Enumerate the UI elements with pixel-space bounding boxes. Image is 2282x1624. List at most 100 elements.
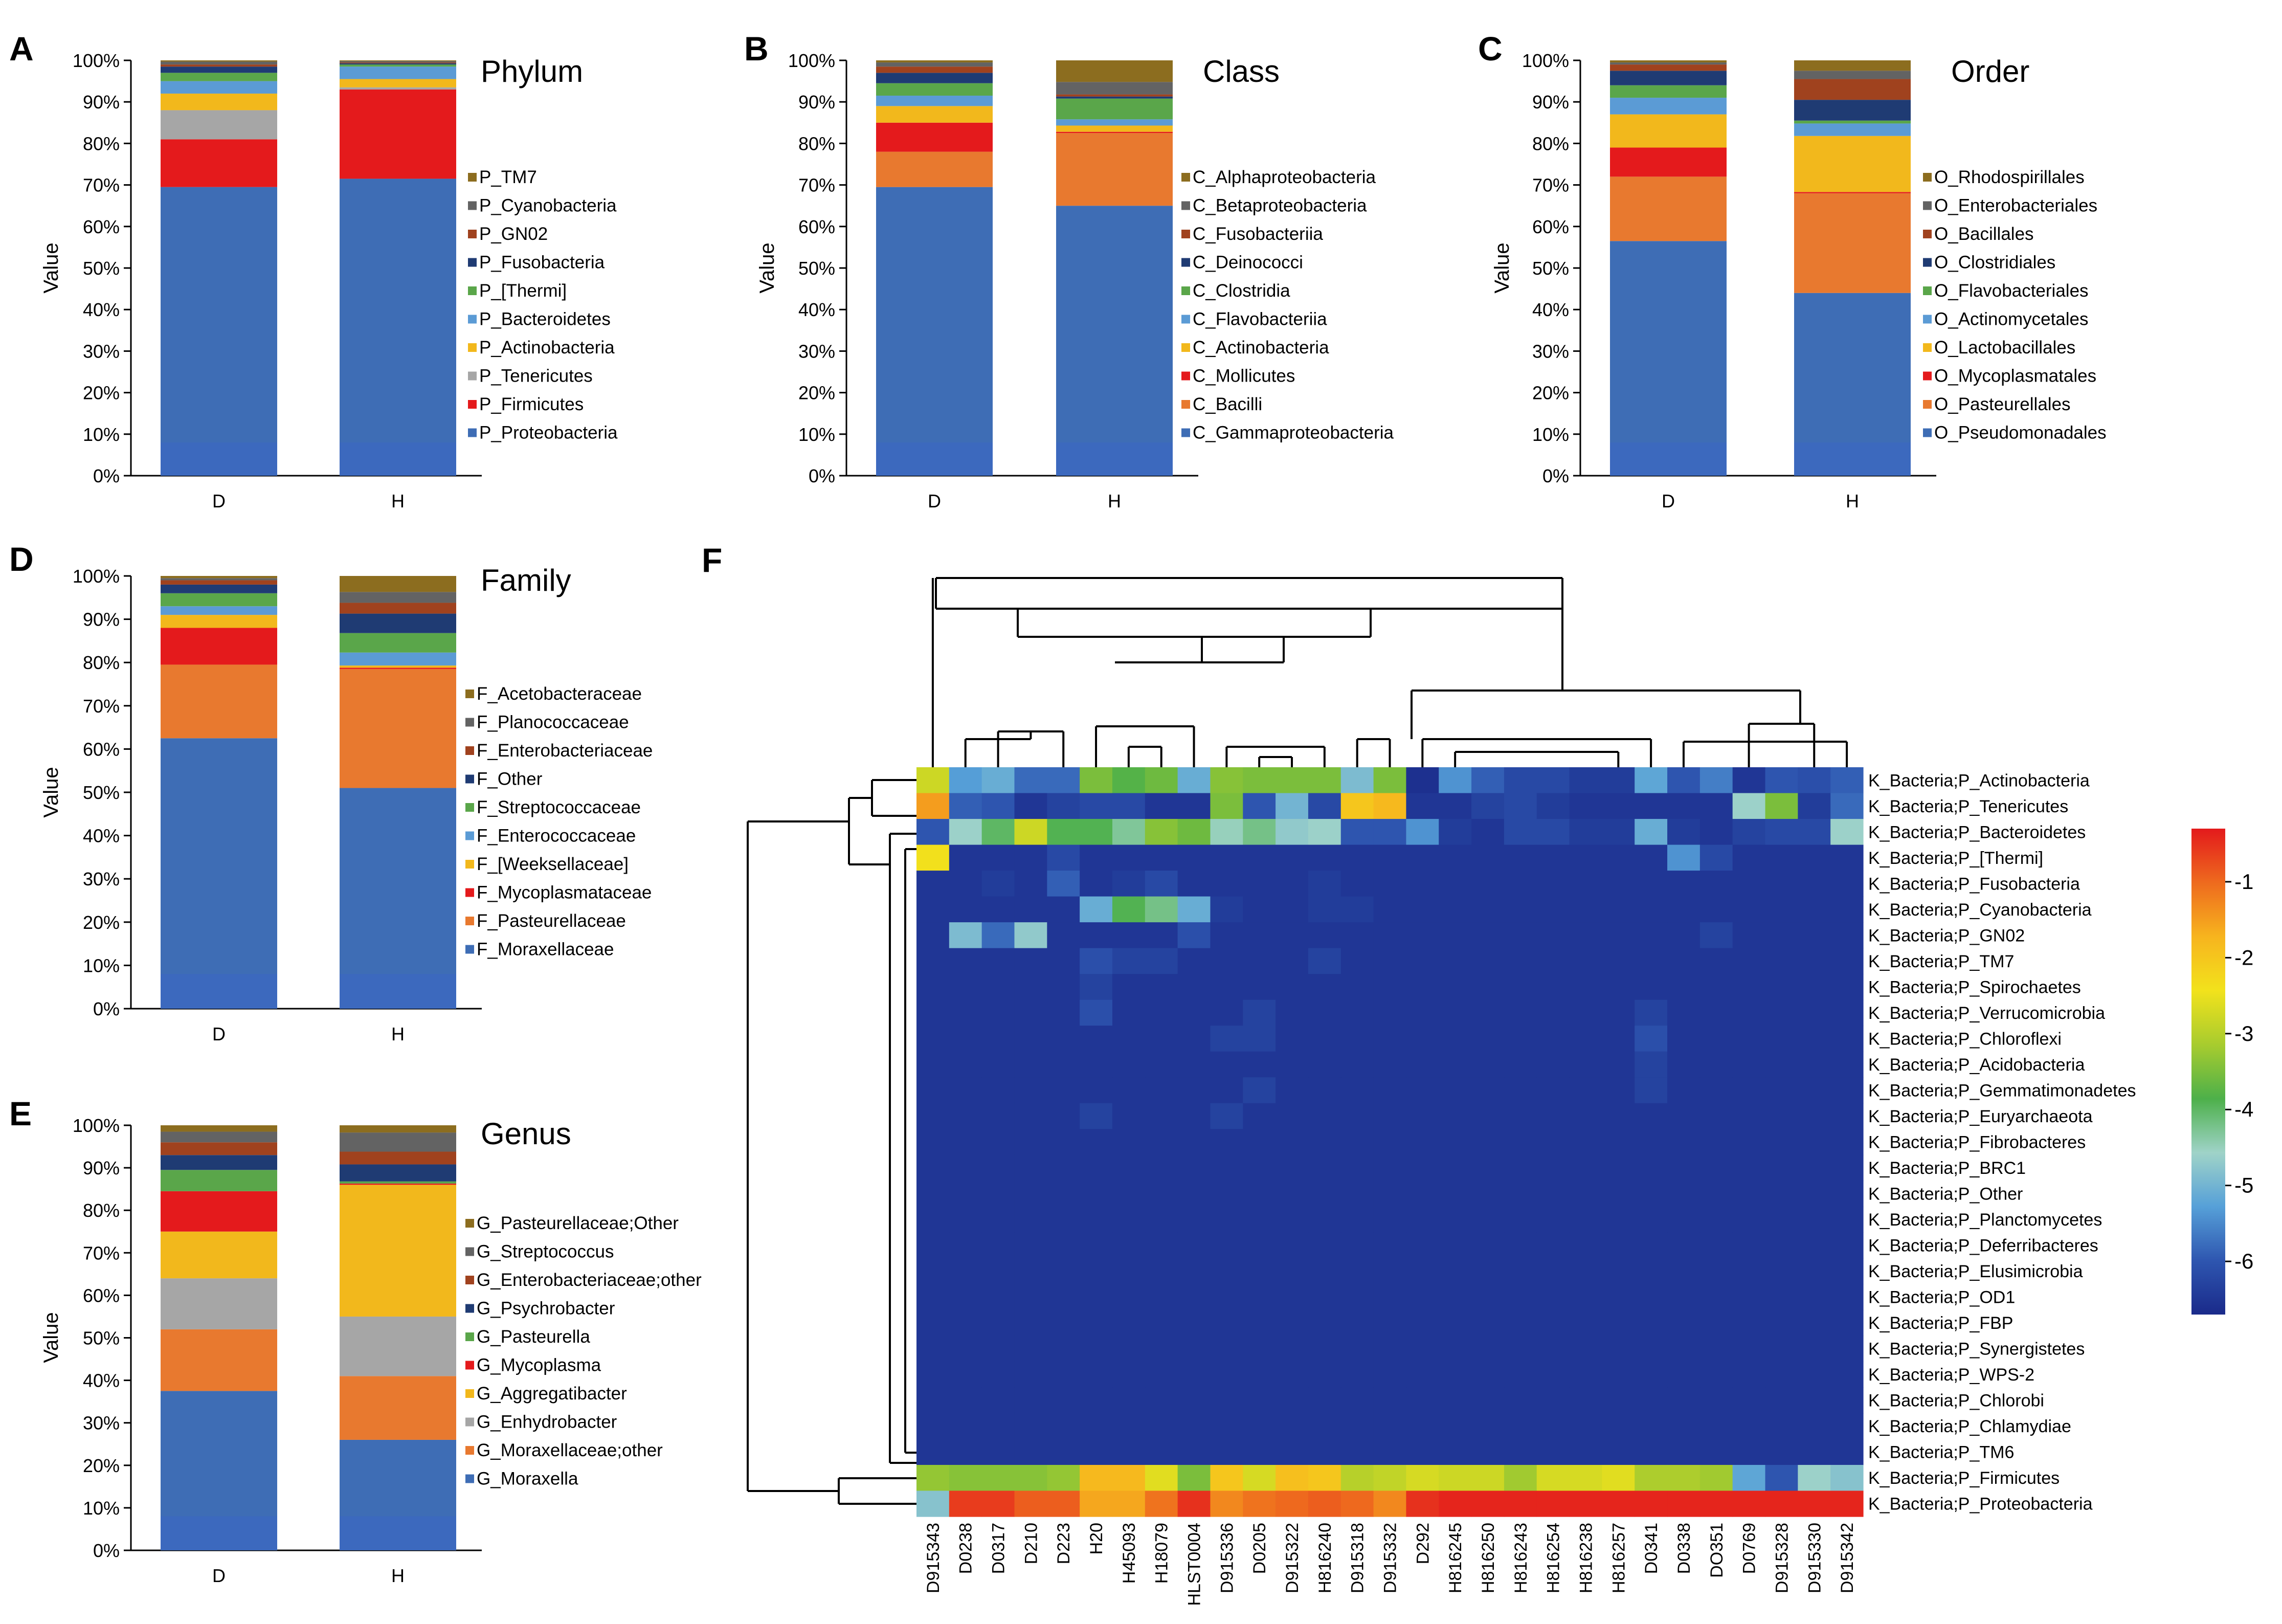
heatmap-row-label: K_Bacteria;P_Spirochaetes (1868, 977, 2081, 997)
heatmap-cell (949, 1336, 982, 1362)
heatmap-cell (1276, 999, 1309, 1026)
bar-segment-D-P_GN02 (161, 64, 277, 67)
heatmap-cell (1504, 1258, 1537, 1284)
heatmap-cell (1504, 1051, 1537, 1078)
heatmap-cell (1830, 1439, 1864, 1465)
heatmap-cell (1504, 974, 1537, 1000)
heatmap-cell (1439, 1464, 1472, 1492)
heatmap-cell (1210, 1309, 1243, 1336)
heatmap-cell (1276, 1387, 1309, 1414)
heatmap-cell (1210, 974, 1243, 1000)
y-tick-label: 70% (83, 175, 120, 196)
heatmap-cell (1210, 1077, 1243, 1104)
heatmap-cell (1765, 871, 1798, 897)
heatmap-cell (1471, 1077, 1505, 1104)
legend-swatch (468, 286, 477, 295)
heatmap-cell (1536, 819, 1570, 846)
heatmap-cell (1504, 922, 1537, 949)
heatmap-cell (916, 999, 950, 1026)
heatmap-cell (1602, 844, 1635, 871)
heatmap-cell (981, 1051, 1015, 1078)
bar-segment-H-O_Bacillales (1794, 79, 1911, 100)
heatmap-cell (1177, 1336, 1211, 1362)
heatmap-cell (1471, 844, 1505, 871)
y-tick-label: 50% (798, 258, 835, 279)
heatmap-cell (1732, 1361, 1766, 1388)
heatmap-column-label: D0317 (989, 1523, 1009, 1574)
legend-swatch (1181, 428, 1190, 437)
heatmap-cell (1439, 819, 1472, 846)
heatmap-cell (1373, 1026, 1407, 1052)
legend-swatch (1923, 173, 1932, 182)
heatmap-cell (1145, 1232, 1178, 1259)
heatmap-column-label: D915318 (1348, 1523, 1368, 1593)
heatmap-cell (1145, 1361, 1178, 1388)
heatmap-cell (1340, 1464, 1374, 1492)
heatmap-cell (1080, 974, 1113, 1000)
y-tick-label: 70% (798, 175, 835, 196)
heatmap-cell (1308, 896, 1341, 923)
heatmap-cell (1830, 999, 1864, 1026)
heatmap-cell (1667, 1284, 1701, 1310)
heatmap-cell (1798, 1387, 1831, 1414)
legend-swatch (465, 1389, 474, 1398)
heatmap-cell (1276, 1181, 1309, 1207)
heatmap-cell (1798, 1154, 1831, 1181)
heatmap-cell (1145, 1413, 1178, 1440)
heatmap-cell (1177, 1103, 1211, 1129)
heatmap-cell (1340, 1232, 1374, 1259)
heatmap-cell (1276, 1439, 1309, 1465)
heatmap-cell (1047, 999, 1080, 1026)
heatmap-cell (1569, 1309, 1602, 1336)
heatmap-cell (1145, 1051, 1178, 1078)
heatmap-cell (1112, 1103, 1146, 1129)
heatmap-cell (1569, 1103, 1602, 1129)
heatmap-cell (1765, 922, 1798, 949)
y-tick-label: 100% (73, 1115, 120, 1136)
heatmap-cell (1276, 1490, 1309, 1517)
heatmap-cell (1536, 871, 1570, 897)
heatmap-cell (916, 948, 950, 974)
legend-swatch (465, 1304, 474, 1313)
heatmap-cell (1504, 1206, 1537, 1233)
heatmap-cell (1276, 871, 1309, 897)
heatmap-cell (1373, 1181, 1407, 1207)
heatmap-cell (1308, 1258, 1341, 1284)
heatmap-cell (1765, 1439, 1798, 1465)
heatmap-cell (1014, 1490, 1047, 1517)
legend-label: G_Moraxella (477, 1469, 578, 1489)
heatmap-cell (1145, 1129, 1178, 1155)
legend-swatch (1923, 230, 1932, 238)
heatmap-row-label: K_Bacteria;P_Chlorobi (1868, 1391, 2044, 1411)
legend-label: G_Enhydrobacter (477, 1412, 617, 1432)
heatmap-cell (916, 1439, 950, 1465)
legend-swatch (1181, 173, 1190, 182)
heatmap-cell (1340, 1413, 1374, 1440)
heatmap-cell (1439, 1232, 1472, 1259)
heatmap-cell (1276, 974, 1309, 1000)
heatmap-cell (1340, 1154, 1374, 1181)
heatmap-cell (1340, 1258, 1374, 1284)
heatmap-cell (1243, 844, 1276, 871)
y-tick-label: 30% (83, 341, 120, 362)
heatmap-cell (1014, 1026, 1047, 1052)
heatmap-cell (981, 1077, 1015, 1104)
heatmap-cell (1602, 974, 1635, 1000)
heatmap-cell (1699, 1284, 1733, 1310)
heatmap-cell (1210, 1181, 1243, 1207)
heatmap-cell (916, 767, 950, 794)
legend-swatch (465, 774, 474, 784)
heatmap-cell (1177, 871, 1211, 897)
heatmap-cell (1635, 793, 1668, 819)
heatmap-row-label: K_Bacteria;P_Acidobacteria (1868, 1055, 2085, 1075)
legend-label: F_Streptococcaceae (477, 797, 641, 817)
heatmap-cell (1765, 1232, 1798, 1259)
heatmap-cell (1830, 871, 1864, 897)
heatmap-cell (1373, 948, 1407, 974)
legend-label: O_Enterobacteriales (1934, 196, 2097, 216)
heatmap-cell (1602, 896, 1635, 923)
heatmap-cell (1177, 1129, 1211, 1155)
heatmap-cell (1210, 896, 1243, 923)
legend-swatch (1923, 315, 1932, 324)
heatmap-cell (1439, 1309, 1472, 1336)
